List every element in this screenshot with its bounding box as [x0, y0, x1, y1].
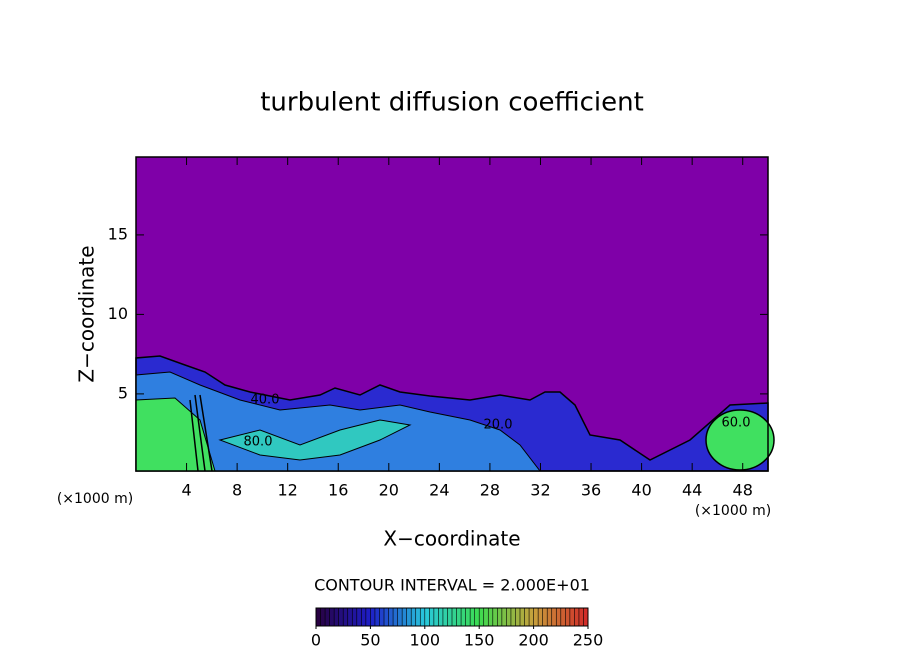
colorbar-tick-label: 100 [410, 631, 441, 650]
x-tick-label: 40 [631, 481, 651, 500]
x-tick-label: 8 [232, 481, 242, 500]
field [135, 157, 775, 472]
x-tick-label: 12 [278, 481, 298, 500]
colorbar-cell [456, 608, 462, 626]
colorbar: 0 50 100 150 200 250 [311, 607, 604, 650]
colorbar-cell [569, 608, 575, 626]
colorbar-cell [474, 608, 480, 626]
x-tick-label: 48 [733, 481, 753, 500]
colorbar-cell [420, 608, 426, 626]
colorbar-cell [316, 608, 322, 626]
colorbar-cell [334, 608, 340, 626]
colorbar-cell [470, 608, 476, 626]
colorbar-cell [506, 608, 512, 626]
colorbar-cell [452, 608, 458, 626]
colorbar-cell [415, 608, 421, 626]
colorbar-cell [411, 608, 417, 626]
field-region [705, 409, 775, 471]
colorbar-cell [370, 608, 376, 626]
x-tick-label: 44 [682, 481, 702, 500]
colorbar-cell [388, 608, 394, 626]
x-tick-label: 32 [530, 481, 550, 500]
x-tick-label: 20 [379, 481, 399, 500]
colorbar-cell [488, 608, 494, 626]
colorbar-cell [529, 608, 535, 626]
colorbar-cell [501, 608, 507, 626]
colorbar-cell [397, 608, 403, 626]
x-unit: (×1000 m) [695, 503, 771, 519]
colorbar-cell [320, 608, 326, 626]
colorbar-cell [384, 608, 390, 626]
colorbar-cell [533, 608, 539, 626]
contour-line [189, 394, 213, 472]
chart-title: turbulent diffusion coefficient [260, 88, 644, 118]
colorbar-cell [433, 608, 439, 626]
y-tick-label: 10 [108, 304, 128, 323]
colorbar-cell [365, 608, 371, 626]
colorbar-cell [515, 608, 521, 626]
colorbar-cell [520, 608, 526, 626]
x-tick-label: 24 [429, 481, 449, 500]
field-region [218, 419, 412, 461]
colorbar-cell [325, 608, 331, 626]
colorbar-cell [343, 608, 349, 626]
x-axis-label: X−coordinate [383, 527, 520, 551]
x-tick-label: 28 [480, 481, 500, 500]
colorbar-cell [574, 608, 580, 626]
colorbar-tick-label: 250 [573, 631, 604, 650]
contour-label: 20.0 [484, 418, 513, 433]
colorbar-cell [524, 608, 530, 626]
colorbar-tick-label: 50 [360, 631, 380, 650]
colorbar-cell [538, 608, 544, 626]
colorbar-tick-label: 0 [311, 631, 321, 650]
colorbar-cell [379, 608, 385, 626]
colorbar-cell [438, 608, 444, 626]
colorbar-cell [465, 608, 471, 626]
colorbar-cell [347, 608, 353, 626]
colorbar-cell [542, 608, 548, 626]
colorbar-cell [329, 608, 335, 626]
colorbar-cell [497, 608, 503, 626]
colorbar-cell [583, 608, 589, 626]
colorbar-cell [442, 608, 448, 626]
contour-label: 40.0 [251, 393, 280, 408]
colorbar-cell [565, 608, 571, 626]
colorbar-cell [338, 608, 344, 626]
colorbar-tick-label: 200 [518, 631, 549, 650]
contour-label: 60.0 [722, 416, 751, 431]
colorbar-cell [551, 608, 557, 626]
colorbar-cell [374, 608, 380, 626]
colorbar-cell [361, 608, 367, 626]
colorbar-frame [315, 607, 589, 627]
y-tick-label: 5 [118, 383, 128, 402]
colorbar-cell [560, 608, 566, 626]
colorbar-cell [479, 608, 485, 626]
colorbar-cell [393, 608, 399, 626]
colorbar-cell [352, 608, 358, 626]
y-axis-label: Z−coordinate [75, 245, 99, 382]
colorbar-cell [510, 608, 516, 626]
colorbar-cell [402, 608, 408, 626]
colorbar-cell [461, 608, 467, 626]
colorbar-tick-label: 150 [464, 631, 495, 650]
x-tick-label: 16 [328, 481, 348, 500]
colorbar-cell [447, 608, 453, 626]
colorbar-cell [547, 608, 553, 626]
colorbar-cell [429, 608, 435, 626]
contour-label: 80.0 [244, 435, 273, 450]
colorbar-cell [483, 608, 489, 626]
colorbar-cell [556, 608, 562, 626]
colorbar-cell [424, 608, 430, 626]
colorbar-cell [492, 608, 498, 626]
x-unit: (×1000 m) [57, 491, 133, 507]
x-tick-label: 36 [581, 481, 601, 500]
colorbar-cell [356, 608, 362, 626]
x-tick-label: 4 [181, 481, 191, 500]
contour-interval: CONTOUR INTERVAL = 2.000E+01 [314, 576, 590, 595]
colorbar-cell [406, 608, 412, 626]
colorbar-cell [578, 608, 584, 626]
y-tick-label: 15 [108, 224, 128, 243]
